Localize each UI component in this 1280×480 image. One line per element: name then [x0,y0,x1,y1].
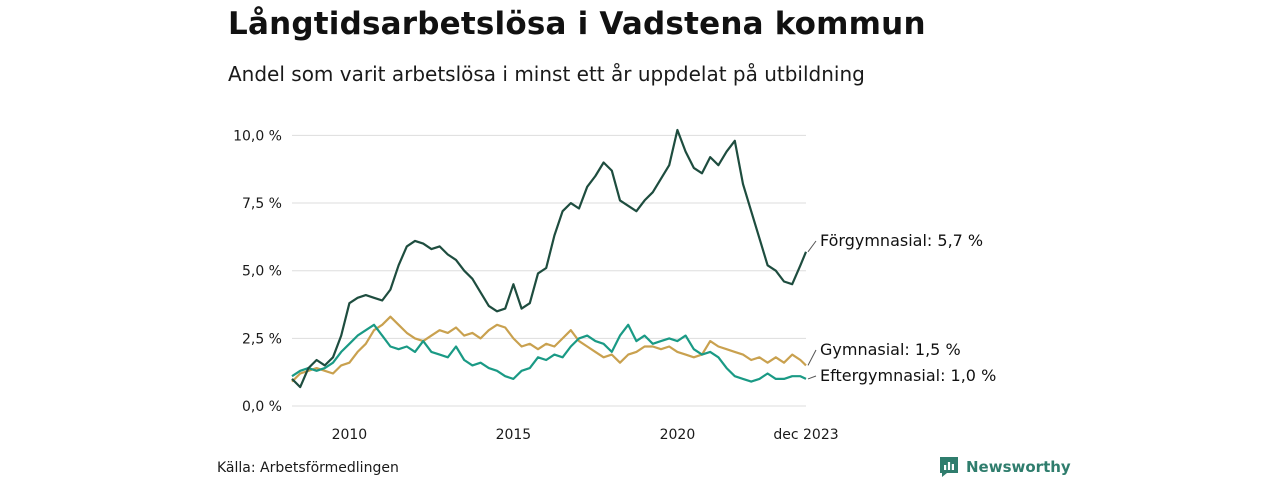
y-tick-label: 5,0 % [242,264,282,280]
y-axis: 0,0 % 2,5 % 5,0 % 7,5 % 10,0 % [233,128,282,415]
y-tick-label: 2,5 % [242,331,282,347]
chart-title: Långtidsarbetslösa i Vadstena kommun [228,6,926,42]
series-label-gymnasial: Gymnasial: 1,5 % [820,340,961,359]
x-tick-label: 2020 [660,427,696,443]
x-axis: 2010 2015 2020 dec 2023 [332,427,839,443]
chart-subtitle: Andel som varit arbetslösa i minst ett å… [228,62,865,86]
y-tick-label: 0,0 % [242,399,282,415]
label-leader [807,375,817,380]
brand-name: Newsworthy [966,458,1071,476]
source-note: Källa: Arbetsförmedlingen [217,460,399,476]
y-tick-label: 7,5 % [242,196,282,212]
grid-lines [292,134,806,407]
y-tick-label: 10,0 % [233,128,282,144]
series-line-eftergymnasial [291,323,807,383]
x-tick-label: 2015 [496,427,532,443]
series-label-eftergymnasial: Eftergymnasial: 1,0 % [820,366,996,385]
label-leader [807,240,817,253]
series-line-gymnasial [291,315,807,383]
series-line-förgymnasial [291,128,808,389]
series-label-förgymnasial: Förgymnasial: 5,7 % [820,231,983,250]
newsworthy-logo-icon [940,457,958,477]
series-labels: Förgymnasial: 5,7 % Gymnasial: 1,5 % Efter… [807,231,996,385]
x-tick-label: 2010 [332,427,368,443]
brand-logo: Newsworthy [938,456,1071,478]
series-lines [291,128,808,389]
label-leader [807,349,817,366]
x-tick-label: dec 2023 [773,427,838,443]
